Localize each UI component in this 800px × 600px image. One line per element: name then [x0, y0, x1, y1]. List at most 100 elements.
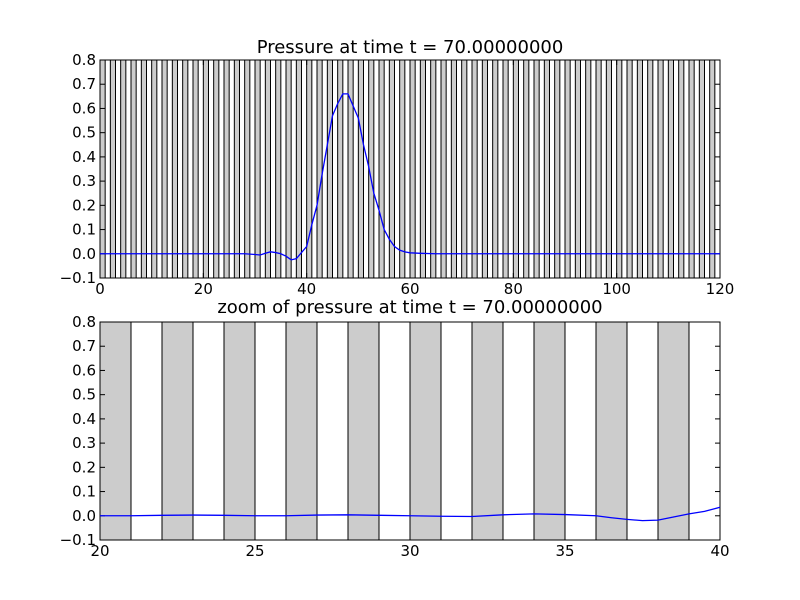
pressure-shaded-band [502, 59, 509, 279]
pressure-shaded-band [492, 59, 499, 279]
pressure-shaded-band [171, 59, 178, 279]
pressure-shaded-band [409, 59, 416, 279]
pressure-shaded-band [192, 59, 199, 279]
pressure-shaded-band [616, 59, 623, 279]
pressure-shaded-band [347, 59, 354, 279]
zoom-x-tick-label: 25 [245, 542, 264, 560]
pressure-y-tick-label: −0.1 [60, 269, 96, 287]
pressure-shaded-band [326, 59, 334, 279]
pressure-plot: Pressure at time t = 70.00000000 −0.1 0.0… [60, 37, 735, 298]
pressure-shaded-band [678, 59, 685, 279]
pressure-shaded-band [574, 59, 581, 279]
pressure-y-tick-label: 0.3 [72, 172, 96, 190]
pressure-shaded-band [430, 59, 437, 279]
pressure-x-tick-label: 20 [194, 280, 213, 298]
pressure-y-tick-label: 0.4 [72, 148, 96, 166]
zoom-y-tick-label: 0.6 [72, 361, 96, 379]
zoom-y-tick-label: 0.5 [72, 386, 96, 404]
zoom-shaded-band [533, 321, 566, 541]
pressure-shaded-band [461, 59, 468, 279]
pressure-shaded-band [378, 59, 385, 279]
zoom-shaded-band [409, 321, 442, 541]
pressure-shaded-band [254, 59, 261, 279]
zoom-x-tick-label: 20 [90, 542, 109, 560]
pressure-pressure-line [100, 93, 720, 261]
pressure-x-tick-label: 80 [504, 280, 523, 298]
pressure-shaded-band [667, 59, 674, 279]
pressure-shaded-band [140, 59, 147, 279]
pressure-shaded-band [698, 59, 705, 279]
zoom-x-tick-label: 40 [710, 542, 729, 560]
pressure-shaded-band [285, 59, 292, 279]
pressure-shaded-band [337, 59, 344, 279]
zoom-y-tick-label: 0.8 [72, 313, 96, 331]
pressure-shaded-band [120, 59, 127, 279]
pressure-shaded-band [481, 59, 489, 279]
zoom-shaded-band [595, 321, 628, 541]
pressure-shaded-band [564, 59, 571, 279]
pressure-plot-title: Pressure at time t = 70.00000000 [257, 37, 564, 58]
zoom-bands [99, 321, 690, 541]
zoom-y-tick-label: 0.7 [72, 337, 96, 355]
pressure-shaded-band [688, 59, 695, 279]
pressure-shaded-band [223, 59, 230, 279]
pressure-shaded-band [316, 59, 323, 279]
pressure-shaded-band [543, 59, 550, 279]
zoom-y-tick-label: 0.4 [72, 410, 96, 428]
zoom-pressure-line [100, 506, 721, 522]
pressure-shaded-band [440, 59, 447, 279]
pressure-y-tick-label: 0.1 [72, 221, 96, 239]
pressure-shaded-band [109, 59, 117, 279]
pressure-shaded-band [202, 59, 209, 279]
zoom-shaded-band [285, 321, 318, 541]
zoom-shaded-band [347, 321, 380, 541]
zoom-y-tick-label: 0.1 [72, 483, 96, 501]
zoom-pressure-plot: zoom of pressure at time t = 70.00000000… [60, 297, 730, 560]
pressure-shaded-band [295, 59, 303, 279]
pressure-shaded-band [647, 59, 654, 279]
zoom-shaded-band [471, 321, 504, 541]
zoom-y-tick-label: 0.0 [72, 507, 96, 525]
zoom-y-tick-label: 0.3 [72, 434, 96, 452]
pressure-x-tick-label: 40 [297, 280, 316, 298]
pressure-shaded-band [357, 59, 365, 279]
pressure-bands [99, 59, 716, 279]
pressure-shaded-band [151, 59, 158, 279]
pressure-y-tick-label: 0.8 [72, 51, 96, 69]
pressure-shaded-band [419, 59, 427, 279]
pressure-shaded-band [512, 59, 519, 279]
pressure-y-tick-label: 0.2 [72, 196, 96, 214]
pressure-shaded-band [554, 59, 561, 279]
pressure-shaded-band [399, 59, 406, 279]
pressure-x-tick-label: 0 [95, 280, 105, 298]
pressure-shaded-band [523, 59, 530, 279]
pressure-shaded-band [471, 59, 478, 279]
pressure-shaded-band [533, 59, 540, 279]
pressure-shaded-band [605, 59, 612, 279]
pressure-x-tick-label: 60 [400, 280, 419, 298]
pressure-shaded-band [636, 59, 643, 279]
zoom-y-tick-label: −0.1 [60, 531, 96, 549]
zoom-shaded-band [657, 321, 690, 541]
pressure-shaded-band [213, 59, 220, 279]
pressure-shaded-band [709, 59, 716, 279]
zoom-shaded-band [161, 321, 194, 541]
zoom-x-tick-label: 30 [400, 542, 419, 560]
pressure-shaded-band [233, 59, 240, 279]
pressure-shaded-band [595, 59, 602, 279]
pressure-shaded-band [657, 59, 664, 279]
pressure-y-tick-label: 0.7 [72, 75, 96, 93]
pressure-x-tick-label: 100 [602, 280, 631, 298]
zoom-shaded-band [223, 321, 256, 541]
pressure-y-tick-label: 0.6 [72, 99, 96, 117]
zoom-x-tick-label: 35 [555, 542, 574, 560]
pressure-y-tick-label: 0.0 [72, 245, 96, 263]
pressure-shaded-band [275, 59, 282, 279]
zoom-y-tick-label: 0.2 [72, 458, 96, 476]
pressure-shaded-band [264, 59, 272, 279]
pressure-shaded-band [130, 59, 137, 279]
pressure-y-tick-label: 0.5 [72, 124, 96, 142]
pressure-x-tick-label: 120 [706, 280, 735, 298]
pressure-shaded-band [161, 59, 168, 279]
